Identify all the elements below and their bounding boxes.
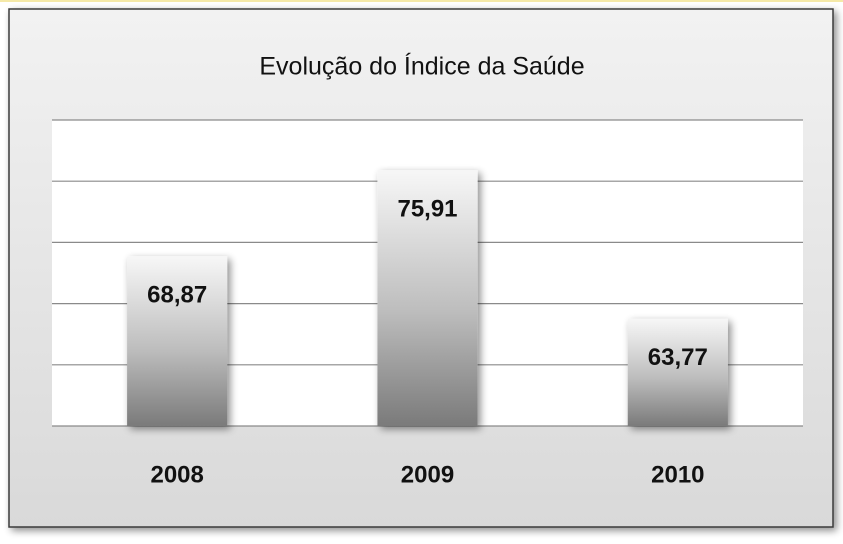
bar (127, 256, 228, 426)
x-tick-label: 2008 (150, 461, 203, 488)
bar (377, 170, 478, 426)
data-label: 75,91 (397, 195, 457, 222)
data-label: 63,77 (648, 344, 708, 371)
x-tick-label: 2010 (651, 461, 704, 488)
chart-title: Evolução do Índice da Saúde (259, 52, 584, 81)
data-label: 68,87 (147, 282, 207, 309)
x-tick-label: 2009 (401, 461, 454, 488)
bar (627, 318, 728, 426)
